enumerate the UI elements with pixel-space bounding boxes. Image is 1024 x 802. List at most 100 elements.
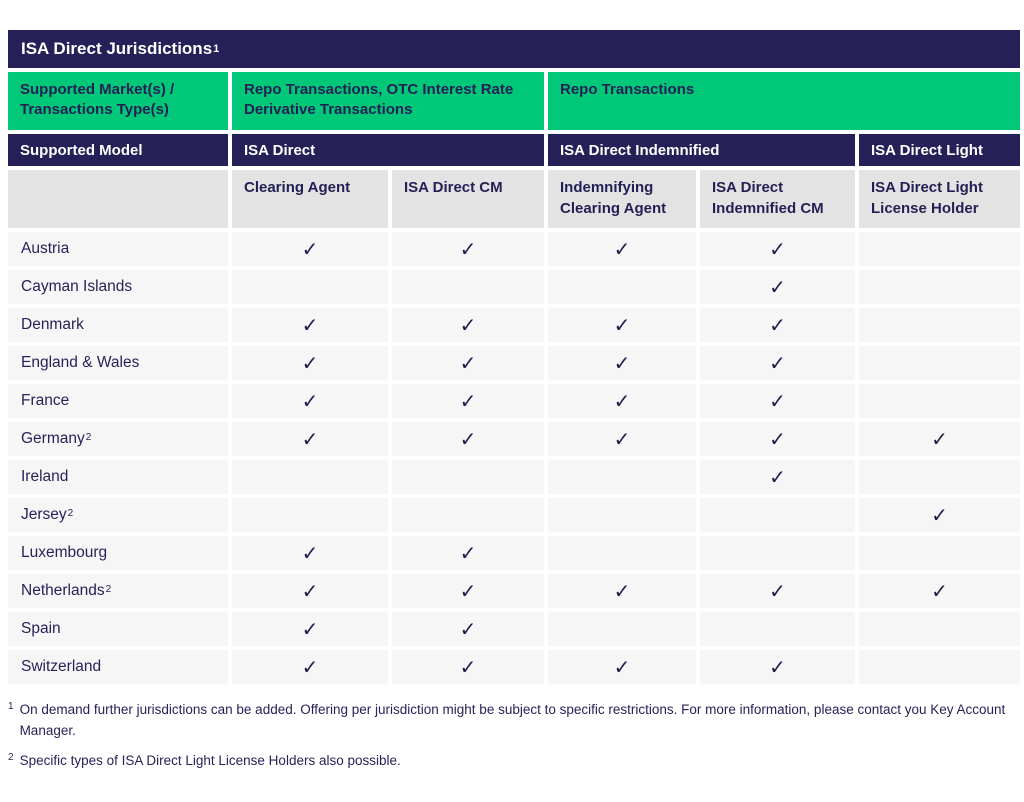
check-icon: ✓ — [613, 579, 631, 603]
check-icon: ✓ — [459, 541, 477, 565]
empty-cell — [859, 384, 1020, 418]
model-isa-direct-light: ISA Direct Light — [859, 134, 1020, 166]
country-name: Ireland — [21, 468, 69, 485]
country-label: Netherlands 2 — [8, 574, 228, 608]
isa-direct-jurisdictions-table: ISA Direct Jurisdictions 1 Supported Mark… — [8, 30, 1020, 772]
empty-cell — [859, 460, 1020, 494]
country-label: Spain — [8, 612, 228, 646]
footnote-1-marker: 1 — [8, 701, 14, 712]
check-icon: ✓ — [769, 465, 786, 489]
check-cell: ✓ — [548, 650, 696, 684]
footnote-2: 2 Specific types of ISA Direct Light Lic… — [8, 751, 1020, 772]
table-row: England & Wales ✓ ✓ ✓ ✓ — [8, 346, 1020, 380]
check-cell: ✓ — [859, 498, 1020, 532]
country-name: Spain — [21, 620, 61, 637]
check-cell: ✓ — [392, 308, 544, 342]
table-row: Denmark ✓ ✓ ✓ ✓ — [8, 308, 1020, 342]
empty-cell — [548, 536, 696, 570]
country-footnote-marker: 2 — [105, 583, 112, 595]
check-cell: ✓ — [392, 346, 544, 380]
model-isa-direct: ISA Direct — [232, 134, 544, 166]
table-row: Netherlands 2 ✓ ✓ ✓ ✓ ✓ — [8, 574, 1020, 608]
check-cell: ✓ — [548, 574, 696, 608]
check-icon: ✓ — [301, 427, 319, 451]
check-cell: ✓ — [392, 422, 544, 456]
check-icon: ✓ — [459, 579, 477, 603]
empty-cell — [859, 536, 1020, 570]
check-icon: ✓ — [459, 655, 477, 679]
check-icon: ✓ — [459, 389, 477, 413]
check-cell: ✓ — [232, 574, 388, 608]
check-icon: ✓ — [301, 389, 319, 413]
check-icon: ✓ — [613, 427, 631, 451]
check-icon: ✓ — [613, 237, 631, 261]
role-indemnifying-clearing-agent: Indemnifying Clearing Agent — [548, 170, 696, 228]
market-group-repo-otc: Repo Transactions, OTC Interest Rate Der… — [232, 72, 544, 130]
table-row: Jersey 2 ✓ — [8, 498, 1020, 532]
check-cell: ✓ — [700, 422, 855, 456]
empty-cell — [859, 346, 1020, 380]
check-icon: ✓ — [931, 579, 948, 603]
market-type-header-row: Supported Market(s) / Transactions Type(… — [8, 72, 1020, 130]
market-group-repo: Repo Transactions — [548, 72, 1020, 130]
check-icon: ✓ — [769, 579, 786, 603]
check-icon: ✓ — [769, 389, 786, 413]
check-cell: ✓ — [232, 650, 388, 684]
empty-cell — [700, 536, 855, 570]
model-isa-direct-indemnified: ISA Direct Indemnified — [548, 134, 855, 166]
empty-cell — [548, 498, 696, 532]
role-header-spacer — [8, 170, 228, 228]
check-icon: ✓ — [931, 503, 948, 527]
country-name: Switzerland — [21, 658, 102, 675]
check-icon: ✓ — [769, 351, 786, 375]
check-cell: ✓ — [392, 384, 544, 418]
country-label: France — [8, 384, 228, 418]
table-row: Cayman Islands ✓ — [8, 270, 1020, 304]
check-cell: ✓ — [232, 612, 388, 646]
check-cell: ✓ — [232, 536, 388, 570]
empty-cell — [548, 460, 696, 494]
table-row: Luxembourg ✓ ✓ — [8, 536, 1020, 570]
country-name: Germany — [21, 430, 85, 447]
country-name: Netherlands — [21, 582, 105, 599]
page-title: ISA Direct Jurisdictions — [21, 39, 213, 58]
check-cell: ✓ — [700, 650, 855, 684]
country-name: France — [21, 392, 70, 409]
empty-cell — [392, 498, 544, 532]
check-cell: ✓ — [232, 384, 388, 418]
country-name: Denmark — [21, 316, 84, 333]
empty-cell — [392, 460, 544, 494]
country-label: Germany 2 — [8, 422, 228, 456]
empty-cell — [232, 498, 388, 532]
role-header-row: Clearing Agent ISA Direct CM Indemnifyin… — [8, 170, 1020, 228]
country-label: Ireland — [8, 460, 228, 494]
check-icon: ✓ — [301, 541, 319, 565]
table-row: Ireland ✓ — [8, 460, 1020, 494]
check-cell: ✓ — [232, 308, 388, 342]
supported-model-header-row: Supported Model ISA Direct ISA Direct In… — [8, 134, 1020, 166]
check-cell: ✓ — [700, 384, 855, 418]
country-label: Denmark — [8, 308, 228, 342]
country-label: Switzerland — [8, 650, 228, 684]
check-icon: ✓ — [301, 313, 319, 337]
check-icon: ✓ — [301, 617, 319, 641]
check-cell: ✓ — [700, 308, 855, 342]
footnote-1-text: On demand further jurisdictions can be a… — [19, 702, 1006, 738]
check-icon: ✓ — [769, 275, 786, 299]
footnote-1: 1 On demand further jurisdictions can be… — [8, 700, 1020, 742]
check-icon: ✓ — [769, 427, 786, 451]
table-row: France ✓ ✓ ✓ ✓ — [8, 384, 1020, 418]
role-isa-direct-indemnified-cm: ISA Direct Indemnified CM — [700, 170, 855, 228]
empty-cell — [859, 612, 1020, 646]
check-cell: ✓ — [548, 384, 696, 418]
check-icon: ✓ — [613, 313, 631, 337]
check-cell: ✓ — [859, 574, 1020, 608]
supported-model-label: Supported Model — [8, 134, 228, 166]
country-label: England & Wales — [8, 346, 228, 380]
check-icon: ✓ — [613, 351, 631, 375]
check-cell: ✓ — [232, 346, 388, 380]
check-icon: ✓ — [769, 655, 786, 679]
check-cell: ✓ — [548, 232, 696, 266]
check-icon: ✓ — [613, 389, 631, 413]
table-row: Spain ✓ ✓ — [8, 612, 1020, 646]
